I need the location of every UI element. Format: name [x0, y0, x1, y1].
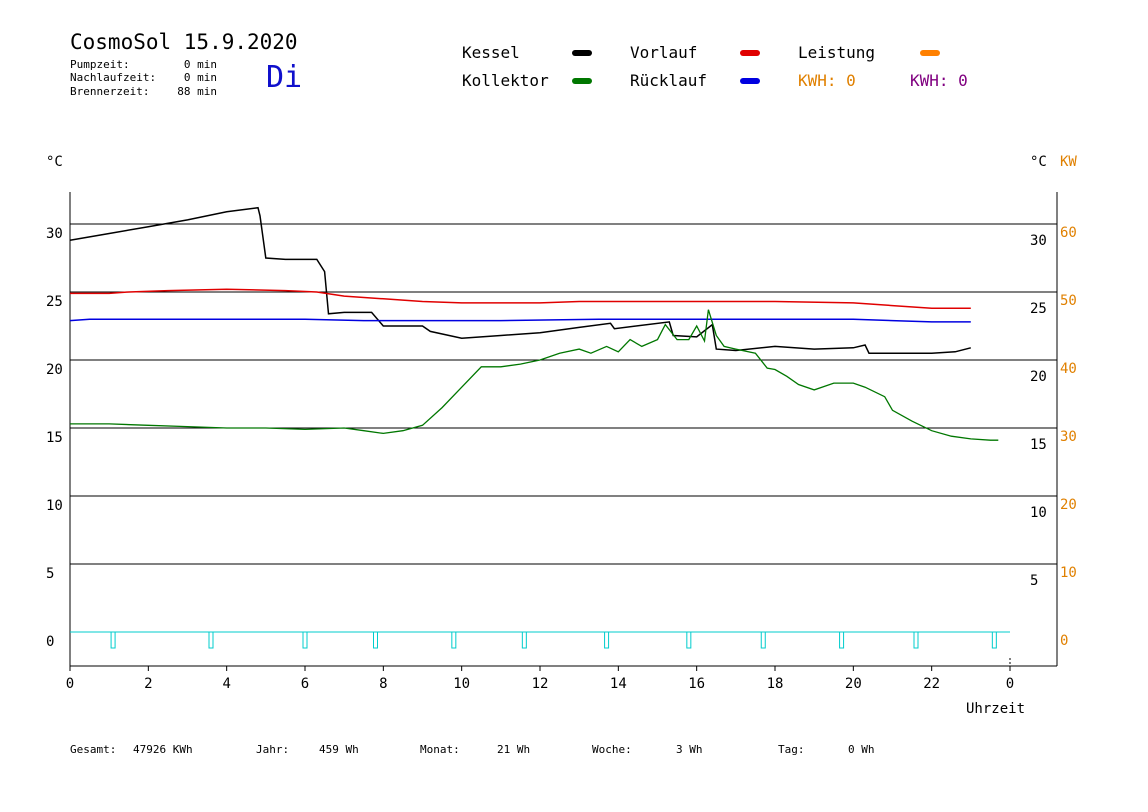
footer-monat-value: 21 Wh [497, 743, 531, 756]
x-tick-label: 18 [767, 676, 784, 692]
y-tick-right-celsius: 20 [1030, 369, 1047, 385]
y-tick-left: 25 [46, 294, 63, 310]
stat-label-pumpzeit: Pumpzeit: [70, 58, 130, 71]
legend-kessel-label: Kessel [462, 43, 520, 62]
legend-vorlauf-label: Vorlauf [630, 43, 698, 62]
footer-woche-value: 3 Wh [676, 743, 703, 756]
legend-ruecklauf-label: Rücklauf [630, 71, 708, 90]
stat-value-brennerzeit: 88 min [177, 85, 217, 98]
x-tick-label: 0 [1006, 676, 1014, 692]
pump-mark [110, 631, 116, 649]
y-tick-right-kw: 40 [1060, 361, 1077, 377]
y-tick-left: 10 [46, 498, 63, 514]
footer-jahr-label: Jahr: [256, 743, 290, 756]
right-axis-unit-kw: KW [1060, 154, 1077, 170]
right-axis-unit-celsius: °C [1030, 154, 1047, 170]
series-line-vorlauf [70, 288, 971, 310]
y-tick-left: 0 [46, 634, 54, 650]
y-tick-right-celsius: 30 [1030, 233, 1047, 249]
x-tick-label: 22 [923, 676, 940, 692]
left-axis-unit: °C [46, 154, 63, 170]
x-axis-label: Uhrzeit [966, 701, 1026, 717]
footer-tag-label: Tag: [778, 743, 805, 756]
stat-label-nachlaufzeit: Nachlaufzeit: [70, 71, 157, 84]
y-tick-right-kw: 10 [1060, 565, 1077, 581]
pump-mark [604, 631, 610, 649]
legend-kollektor-label: Kollektor [462, 71, 549, 90]
y-tick-right-celsius: 15 [1030, 437, 1047, 453]
x-tick-label: 2 [144, 676, 152, 692]
weekday-label: Di [266, 60, 303, 95]
x-tick-label: 4 [222, 676, 230, 692]
y-tick-right-kw: 60 [1060, 225, 1077, 241]
pump-mark [208, 631, 214, 649]
legend-ruecklauf-swatch [740, 78, 760, 84]
legend-vorlauf-swatch [740, 50, 760, 56]
x-tick-label: 10 [453, 676, 470, 692]
kwh-orange-label: KWH: 0 [798, 71, 856, 90]
x-tick-label: 12 [532, 676, 549, 692]
x-tick-label: 6 [301, 676, 309, 692]
pump-mark [451, 631, 457, 649]
y-tick-right-celsius: 25 [1030, 301, 1047, 317]
page-title: CosmoSol 15.9.2020 [70, 30, 298, 54]
pump-mark [913, 631, 919, 649]
pump-mark [373, 631, 378, 649]
pump-mark [991, 631, 997, 649]
legend-kessel-swatch [572, 50, 592, 56]
x-tick-label: 8 [379, 676, 387, 692]
footer-gesamt-value: 47926 KWh [133, 743, 193, 756]
footer-woche-label: Woche: [592, 743, 632, 756]
y-tick-right-kw: 30 [1060, 429, 1077, 445]
legend-leistung-swatch [920, 50, 940, 56]
footer-monat-label: Monat: [420, 743, 460, 756]
y-tick-right-celsius: 5 [1030, 573, 1038, 589]
x-tick-label: 0 [66, 676, 74, 692]
pump-mark [521, 631, 527, 649]
y-tick-right-celsius: 10 [1030, 505, 1047, 521]
y-tick-right-kw: 20 [1060, 497, 1077, 513]
pump-mark [760, 631, 766, 649]
y-tick-right-kw: 0 [1060, 633, 1068, 649]
x-tick-label: 20 [845, 676, 862, 692]
x-tick-label: 14 [610, 676, 627, 692]
stat-value-pumpzeit: 0 min [183, 58, 217, 71]
y-tick-left: 15 [46, 430, 63, 446]
pump-mark [302, 631, 308, 649]
footer-gesamt-label: Gesamt: [70, 743, 117, 756]
y-tick-left: 30 [46, 226, 63, 242]
y-tick-left: 20 [46, 362, 63, 378]
footer-jahr-value: 459 Wh [319, 743, 359, 756]
series-line-kessel [69, 206, 971, 354]
y-tick-left: 5 [46, 566, 54, 582]
pump-mark [839, 631, 845, 649]
footer-tag-value: 0 Wh [848, 743, 875, 756]
stat-value-nachlaufzeit: 0 min [183, 71, 217, 84]
legend-kollektor-swatch [572, 78, 592, 84]
stat-label-brennerzeit: Brennerzeit: [70, 85, 150, 98]
x-tick-label: 16 [688, 676, 705, 692]
legend-leistung-label: Leistung [798, 43, 876, 62]
pump-mark [686, 631, 692, 649]
series-line-rcklauf [69, 318, 971, 323]
kwh-purple-label: KWH: 0 [910, 71, 968, 90]
y-tick-right-kw: 50 [1060, 293, 1077, 309]
series-line-kollektor [70, 309, 999, 441]
